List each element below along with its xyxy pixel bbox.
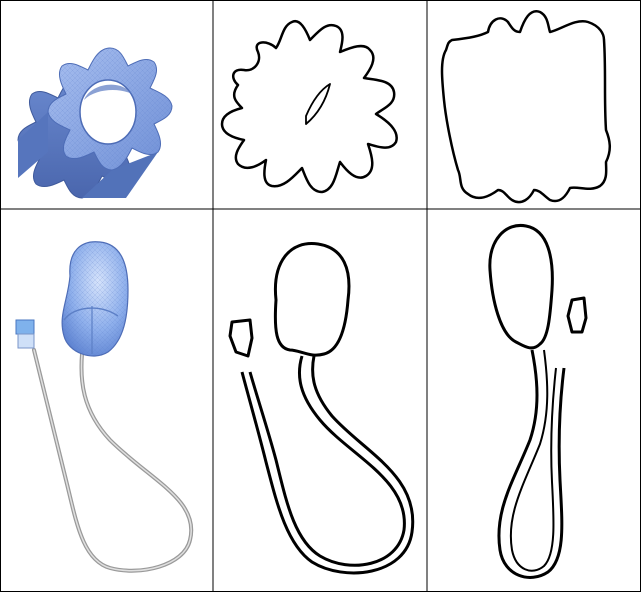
gear-outline-view-1-icon [220, 19, 398, 194]
gear-model-panel [17, 47, 173, 199]
mouse-model-panel [15, 241, 194, 573]
gear-outline-view-2-panel [440, 9, 611, 204]
mouse-model-icon [15, 241, 194, 573]
mouse-outline-view-1-panel [228, 242, 415, 575]
gear-outline-view-2-icon [440, 9, 611, 204]
gear-outline-view-1-panel [220, 19, 398, 194]
mouse-outline-view-2-icon [488, 223, 588, 579]
mouse-outline-view-2-panel [488, 223, 588, 579]
gear-model-icon [17, 47, 173, 199]
mouse-outline-view-1-icon [228, 242, 415, 575]
